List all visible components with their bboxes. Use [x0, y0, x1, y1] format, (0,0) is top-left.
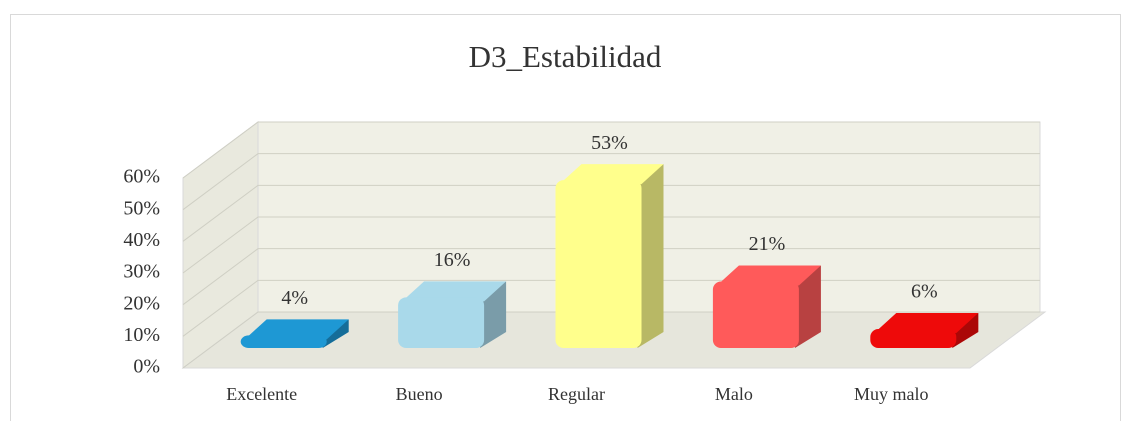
- bar-side-shade: [637, 164, 664, 348]
- bar-top: [874, 313, 979, 333]
- bar-side-shade: [322, 319, 349, 348]
- grid-line: [182, 121, 1040, 179]
- y-tick-label: 20%: [123, 292, 160, 314]
- y-tick-label: 10%: [123, 324, 160, 346]
- grid-line: [182, 216, 1040, 274]
- x-tick-label: Muy malo: [854, 384, 929, 404]
- bar: [398, 297, 485, 348]
- grid-line: [182, 184, 1040, 242]
- bar: [870, 329, 957, 348]
- bar-top: [559, 164, 664, 185]
- bar-top: [244, 319, 349, 340]
- x-tick-label: Malo: [715, 384, 753, 404]
- bar-top: [402, 281, 507, 302]
- x-tick-label: Regular: [548, 384, 605, 404]
- y-tick-label: 30%: [123, 261, 160, 283]
- y-tick-label: 40%: [123, 229, 160, 251]
- value-label: 21%: [749, 233, 786, 255]
- grid-line: [182, 153, 1040, 211]
- bar: [555, 180, 642, 348]
- bar-side: [794, 265, 821, 348]
- value-label: 6%: [911, 281, 938, 303]
- bar-top: [716, 265, 821, 286]
- value-label: 53%: [591, 132, 628, 154]
- bar-side: [322, 319, 349, 348]
- y-tick-label: 50%: [123, 197, 160, 219]
- bar-side: [952, 313, 979, 348]
- value-label: 16%: [434, 249, 471, 271]
- bar-side-shade: [794, 265, 821, 348]
- bar-side: [637, 164, 664, 348]
- grid-line: [182, 248, 1040, 306]
- bar-side-shade: [952, 313, 979, 348]
- x-tick-label: Excelente: [226, 384, 297, 404]
- bar: [240, 335, 327, 348]
- bar: [712, 281, 799, 348]
- x-tick-label: Bueno: [396, 384, 443, 404]
- value-label: 4%: [281, 287, 308, 309]
- y-tick-label: 0%: [133, 356, 160, 378]
- chart-title: D3_Estabilidad: [469, 39, 662, 74]
- y-tick-label: 60%: [123, 166, 160, 188]
